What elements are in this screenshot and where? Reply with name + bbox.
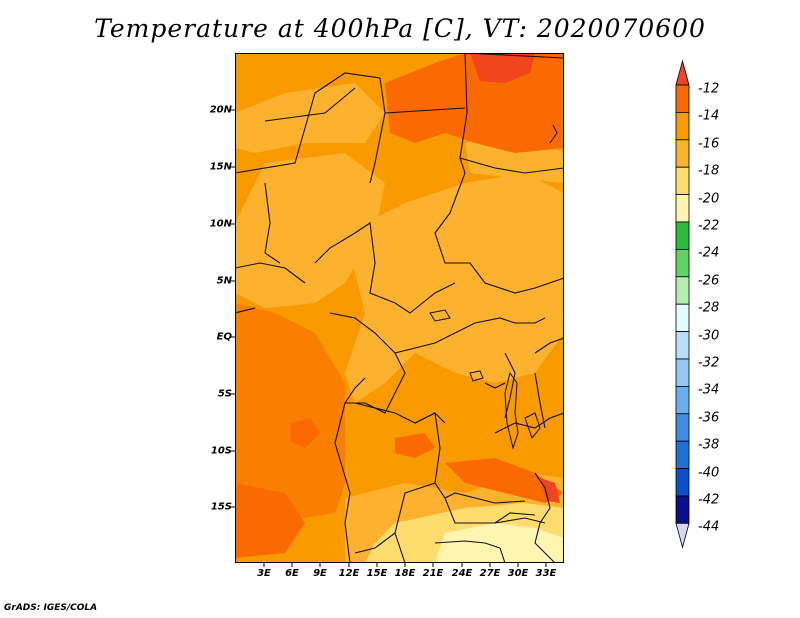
- colorbar-arrow-top: [675, 59, 690, 86]
- colorbar-swatch: [675, 468, 690, 497]
- colorbar-label: -24: [698, 245, 720, 261]
- field-warm-south-east: [445, 458, 564, 503]
- field-light-west: [235, 153, 385, 308]
- lat-label: 10N: [209, 218, 232, 230]
- field-warm-north: [385, 53, 564, 153]
- colorbar-swatch: [675, 385, 690, 415]
- colorbar-swatch: [675, 84, 690, 113]
- colorbar-swatch: [675, 139, 690, 168]
- lake-outlines: [429, 124, 558, 450]
- field-light-northwest: [235, 83, 385, 153]
- colorbar-swatch: [675, 112, 690, 141]
- colorbar-swatch: [675, 358, 690, 387]
- map-frame: [235, 53, 564, 563]
- colorbar: [675, 59, 690, 549]
- country-borders: [235, 53, 564, 563]
- lon-label: 15E: [366, 568, 388, 579]
- colorbar-label: -36: [698, 410, 720, 426]
- colorbar-label: -22: [698, 218, 720, 234]
- colorbar-swatch: [675, 248, 690, 278]
- colorbar-swatch: [675, 495, 690, 524]
- colorbar-label: -14: [698, 108, 720, 124]
- colorbar-swatch: [675, 440, 690, 470]
- lon-label: 27E: [479, 568, 501, 579]
- lon-label: 18E: [394, 568, 416, 579]
- colorbar-label: -32: [698, 355, 720, 371]
- temperature-map: [235, 53, 564, 563]
- lon-label: 21E: [422, 568, 444, 579]
- lon-label: 9E: [313, 568, 327, 579]
- lat-label: 15S: [210, 501, 232, 513]
- colorbar-swatch: [675, 221, 690, 250]
- colorbar-label: -38: [698, 437, 720, 453]
- lon-label: 33E: [535, 568, 557, 579]
- colorbar-label: -20: [698, 191, 720, 207]
- credit-text: GrADS: IGES/COLA: [4, 603, 98, 613]
- lon-label: 12E: [338, 568, 360, 579]
- colorbar-swatch: [675, 331, 690, 360]
- colorbar-label: -12: [698, 81, 720, 97]
- field-light-central: [345, 173, 564, 403]
- field-hot-north: [470, 53, 535, 83]
- lat-label: 5S: [217, 388, 232, 400]
- field-south-palest: [435, 523, 564, 563]
- lon-label: 30E: [507, 568, 529, 579]
- field-warm-spot-2: [395, 433, 435, 458]
- colorbar-label: -18: [698, 163, 720, 179]
- colorbar-label: -42: [698, 492, 720, 508]
- lon-label: 6E: [285, 568, 299, 579]
- field-warm-spot-1: [290, 418, 320, 448]
- lat-label: 15N: [209, 161, 232, 173]
- lat-label: 10S: [210, 445, 232, 457]
- lon-label: 3E: [257, 568, 271, 579]
- colorbar-label: -26: [698, 273, 720, 289]
- lon-label: 24E: [451, 568, 473, 579]
- colorbar-swatch: [675, 166, 690, 195]
- field-warm-southwest: [235, 483, 305, 558]
- colorbar-swatch: [675, 276, 690, 305]
- colorbar-swatch: [675, 194, 690, 223]
- colorbar-label: -16: [698, 136, 720, 152]
- lat-label: EQ: [216, 331, 232, 343]
- colorbar-label: -34: [698, 382, 720, 398]
- colorbar-label: -40: [698, 465, 720, 481]
- colorbar-label: -44: [698, 519, 720, 535]
- field-warm-west: [235, 303, 345, 523]
- colorbar-label: -28: [698, 300, 720, 316]
- map-title: Temperature at 400hPa [C], VT: 202007060…: [94, 14, 706, 43]
- colorbar-swatch: [675, 303, 690, 332]
- lat-label: 5N: [216, 275, 232, 287]
- field-hot-southeast: [540, 478, 560, 503]
- colorbar-label: -30: [698, 328, 720, 344]
- lat-label: 20N: [209, 104, 232, 116]
- colorbar-swatch: [675, 413, 690, 442]
- colorbar-arrow-bottom: [675, 523, 690, 549]
